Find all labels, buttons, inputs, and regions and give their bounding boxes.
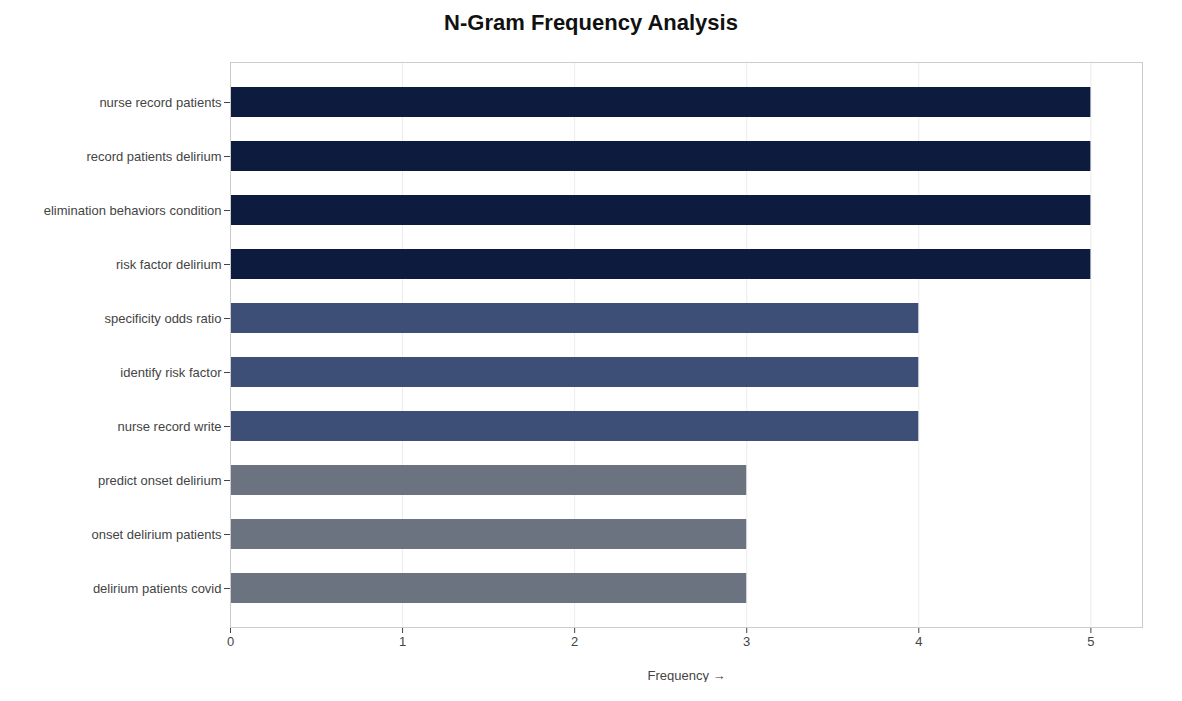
svg-text:Frequency →: Frequency →	[647, 668, 725, 683]
html-text:N-Gram Frequency Analysis: N-Gram Frequency Analysis	[444, 10, 738, 35]
svg-text:5: 5	[1087, 634, 1094, 649]
svg-text:4: 4	[915, 634, 922, 649]
svg-text:record patients delirium: record patients delirium	[86, 149, 221, 164]
svg-text:specificity odds ratio: specificity odds ratio	[104, 311, 221, 326]
svg-text:onset delirium patients: onset delirium patients	[91, 527, 222, 542]
svg-text:predict onset delirium: predict onset delirium	[98, 473, 222, 488]
svg-text:2: 2	[571, 634, 578, 649]
svg-text:delirium patients covid: delirium patients covid	[93, 581, 222, 596]
svg-text:elimination behaviors conditio: elimination behaviors condition	[44, 203, 222, 218]
svg-text:risk factor delirium: risk factor delirium	[116, 257, 221, 272]
svg-text:nurse record write: nurse record write	[117, 419, 221, 434]
svg-text:0: 0	[227, 634, 234, 649]
svg-text:identify risk factor: identify risk factor	[120, 365, 222, 380]
svg-text:3: 3	[743, 634, 750, 649]
svg-text:nurse record patients: nurse record patients	[99, 95, 222, 110]
svg-text:1: 1	[399, 634, 406, 649]
